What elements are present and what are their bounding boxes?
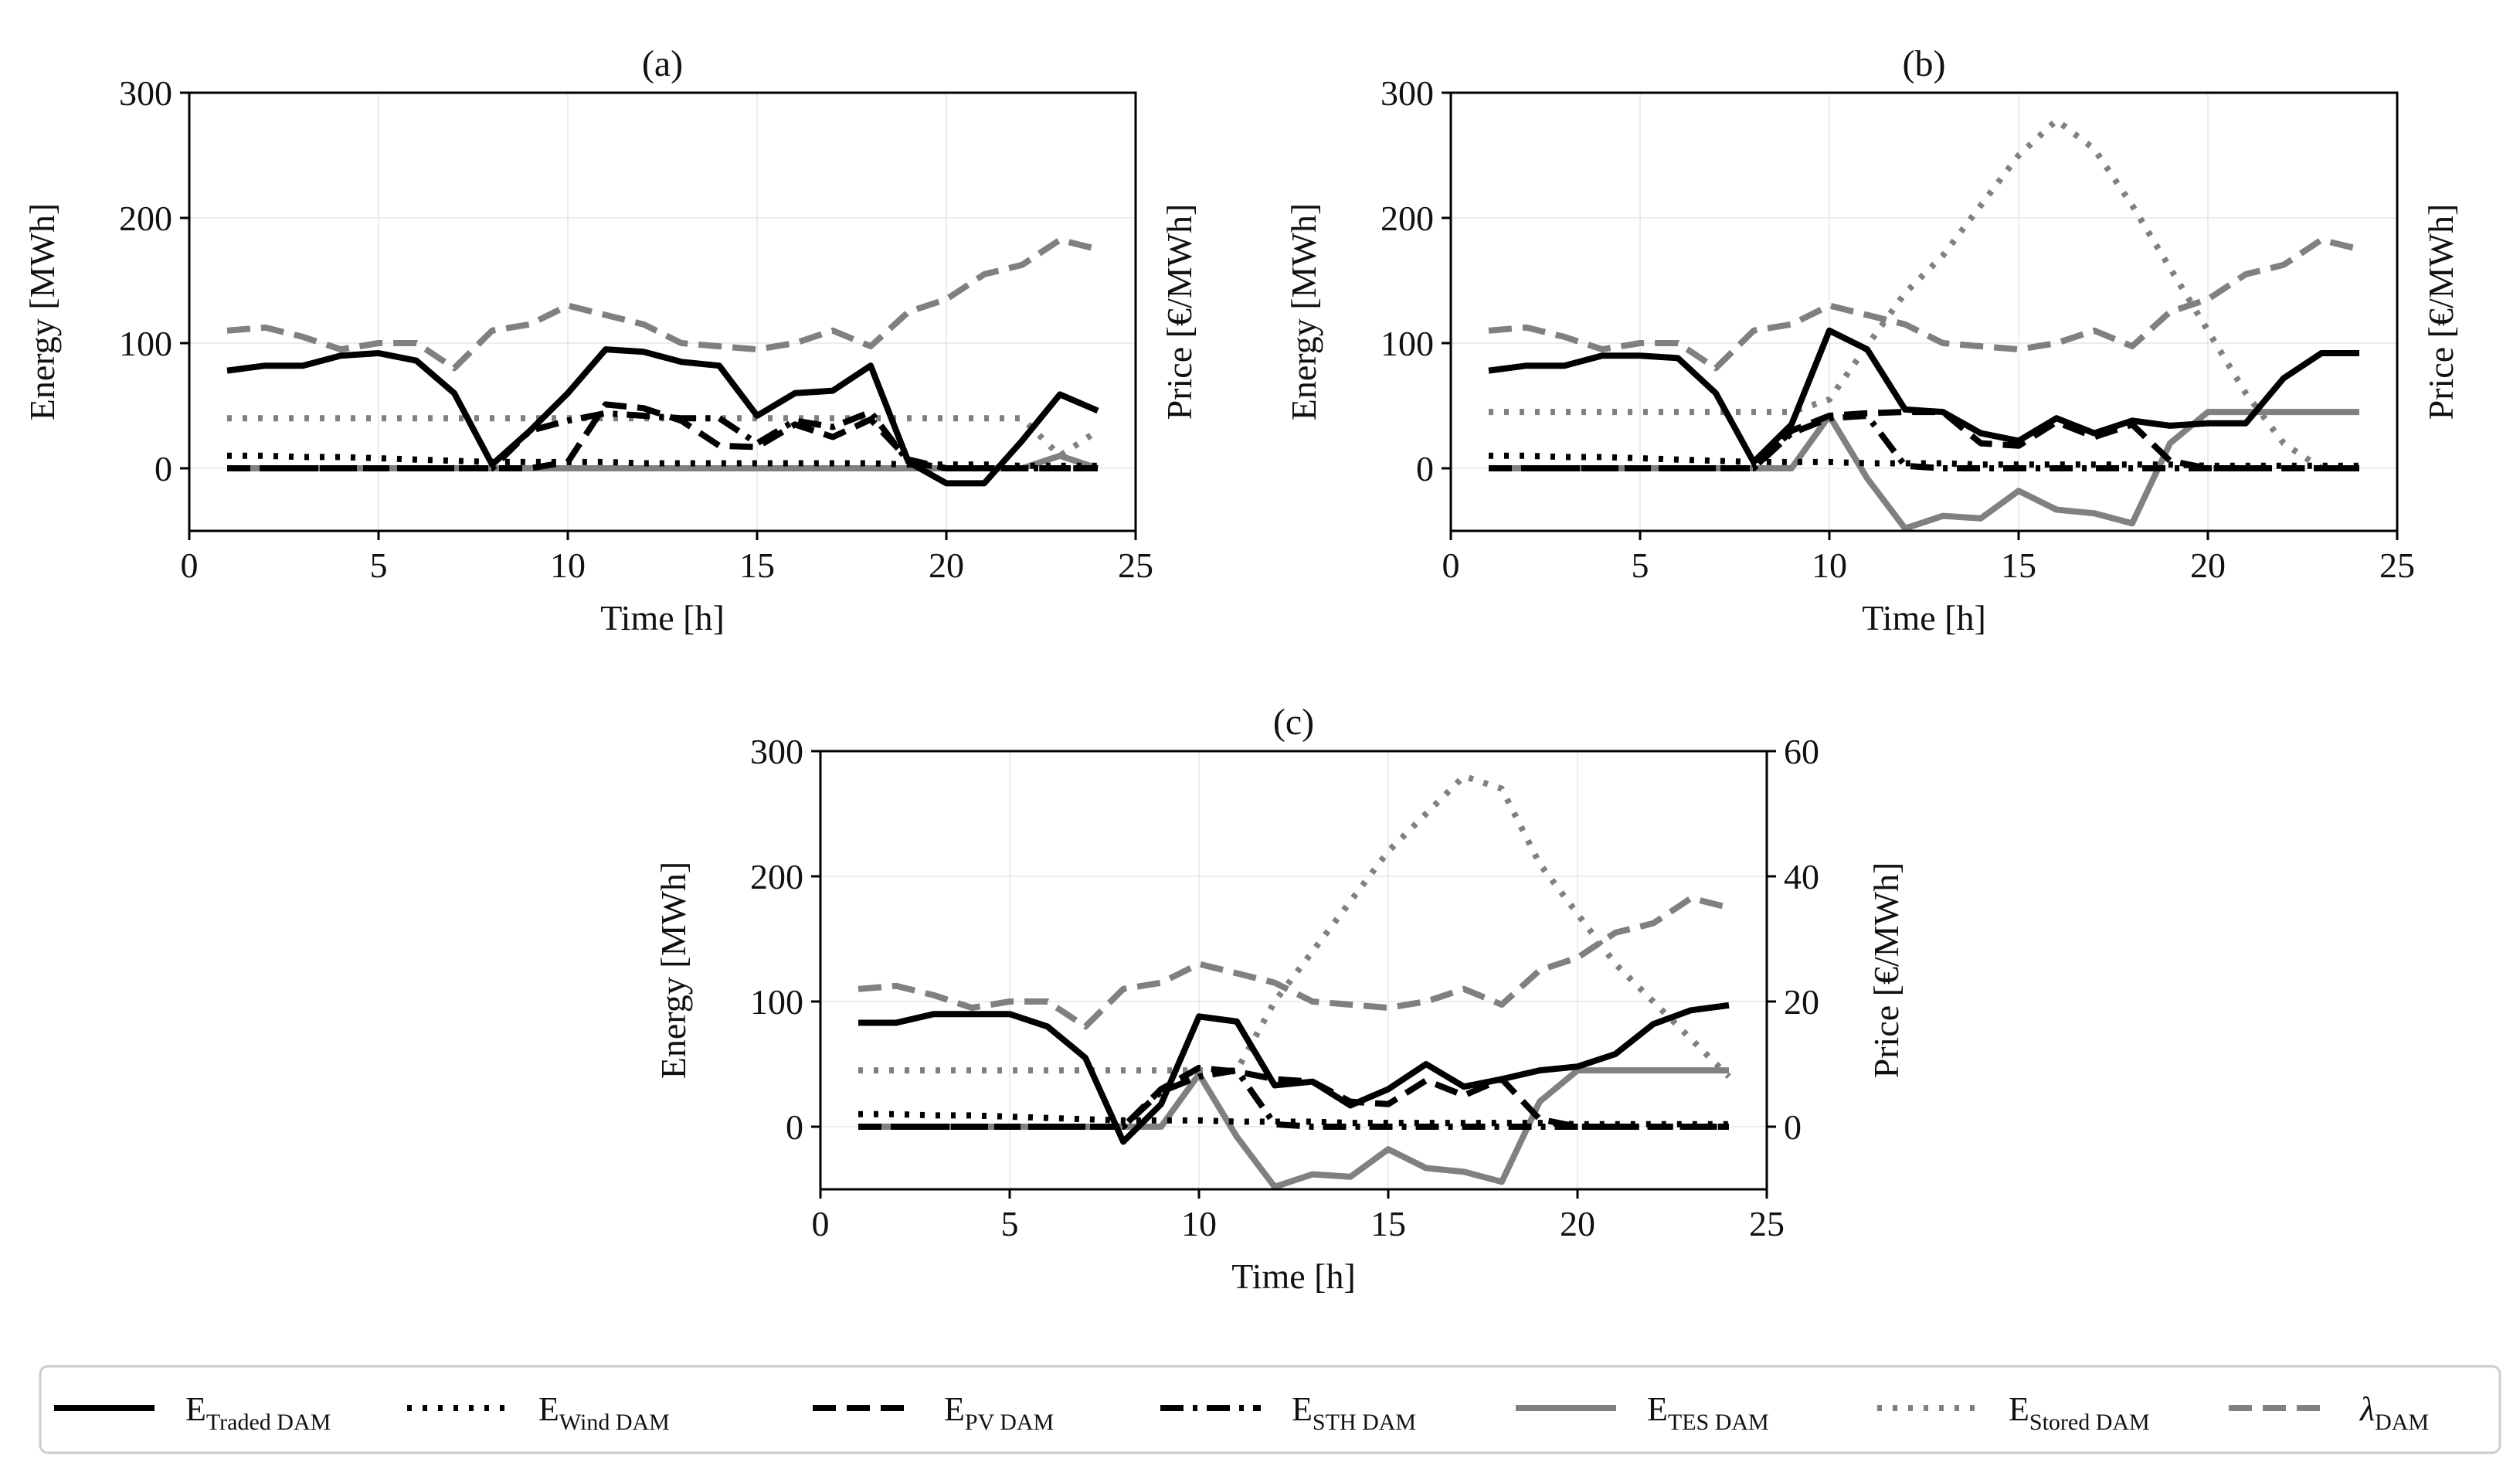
- y-axis-label: Energy [MWh]: [654, 862, 693, 1079]
- series-line-e-pv-dam: [858, 1064, 1729, 1130]
- series-line-e-traded-dam: [858, 1002, 1730, 1145]
- x-tick-label: 5: [370, 546, 388, 585]
- x-tick-label: 10: [1812, 546, 1847, 585]
- x-tick-label: 0: [1442, 546, 1460, 585]
- series-group: [858, 773, 1731, 1189]
- legend-label-sth-dam: ESTH DAM: [1292, 1390, 1416, 1435]
- x-tick-label: 5: [1001, 1204, 1019, 1243]
- x-tick-label: 20: [929, 546, 964, 585]
- y-tick-label: 0: [155, 449, 172, 488]
- axes-frame: [1449, 91, 2399, 532]
- x-tick-label: 5: [1632, 546, 1649, 585]
- y-tick-label: 100: [750, 982, 803, 1022]
- y2-axis-label: Price [€/MWh]: [2421, 204, 2461, 420]
- legend-frame: [39, 1365, 2501, 1454]
- series-line-e-wind-dam: [858, 1110, 1729, 1127]
- x-axis-label: Time [h]: [1231, 1257, 1356, 1296]
- legend-label-wind-dam: EWind DAM: [538, 1390, 670, 1435]
- y-tick-label: 200: [750, 857, 803, 896]
- series-group: [1488, 117, 2360, 531]
- series-line-e-pv-dam: [227, 401, 1098, 471]
- x-tick-label: 25: [1749, 1204, 1785, 1243]
- panel-title: (c): [1273, 702, 1314, 743]
- panel-c: 0 5 10 15 20 25 0 100 200 300 0 20 40 60 (c) Time [h] En…: [654, 702, 1906, 1296]
- x-axis-label: Time [h]: [600, 598, 725, 638]
- series-line-e-wind-dam: [1489, 452, 2359, 469]
- x-tick-label: 0: [181, 546, 199, 585]
- x-tick-label: 10: [1181, 1204, 1217, 1243]
- series-group: [226, 236, 1100, 487]
- panel-a: 0 5 10 15 20 25 0 100 200 300 (a) Time [h] Energy [M…: [22, 43, 1199, 638]
- y-tick-label: 100: [119, 324, 172, 363]
- series-line-e-stored-dam: [227, 415, 1100, 459]
- x-tick-label: 20: [2190, 546, 2226, 585]
- x-tick-label: 15: [1370, 1204, 1406, 1243]
- legend-label-traded-dam: ETraded DAM: [185, 1390, 331, 1435]
- panel-title: (b): [1903, 43, 1946, 84]
- y2-tick-label: 60: [1784, 732, 1819, 771]
- x-axis-label: Time [h]: [1862, 598, 1986, 638]
- legend-label-pv-dam: EPV DAM: [944, 1390, 1054, 1435]
- y-axis-label: Energy [MWh]: [22, 203, 62, 420]
- series-line-e-traded-dam: [226, 346, 1099, 487]
- x-tick-label: 10: [550, 546, 586, 585]
- panel-title: (a): [642, 43, 683, 84]
- x-tick-label: 25: [2379, 546, 2415, 585]
- legend: ETraded DAM EWind DAM EPV DAM ESTH DAM ETES …: [39, 1365, 2501, 1454]
- y-tick-label: 300: [750, 732, 803, 771]
- x-tick-label: 15: [739, 546, 775, 585]
- y2-tick-label: 40: [1784, 857, 1819, 896]
- y-tick-label: 300: [119, 73, 172, 113]
- series-line-e-stored-dam: [1489, 117, 2359, 471]
- axes-frame: [819, 750, 1768, 1191]
- y2-tick-label: 20: [1784, 982, 1819, 1022]
- legend-label-stored-dam: EStored DAM: [2009, 1390, 2150, 1435]
- panel-b: 0 5 10 15 20 25 0 100 200 300 (b) Time [h] Energy [M…: [1284, 43, 2461, 638]
- y-tick-label: 300: [1381, 73, 1434, 113]
- series-line-e-stored-dam: [858, 773, 1731, 1080]
- y2-axis-label: Price [€/MWh]: [1866, 862, 1906, 1079]
- x-tick-label: 20: [1560, 1204, 1595, 1243]
- y-tick-label: 200: [119, 199, 172, 238]
- x-tick-label: 25: [1118, 546, 1153, 585]
- y-tick-label: 100: [1381, 324, 1434, 363]
- legend-label-dam: λDAM: [2359, 1390, 2429, 1435]
- y-tick-label: 0: [1416, 449, 1434, 488]
- y2-tick-label: 0: [1784, 1107, 1802, 1147]
- series-line-e-traded-dam: [1488, 327, 2359, 465]
- series-line-dam: [858, 895, 1730, 1030]
- y-tick-label: 0: [786, 1107, 803, 1147]
- axes-frame: [188, 91, 1137, 532]
- series-line-e-wind-dam: [227, 452, 1098, 469]
- legend-label-tes-dam: ETES DAM: [1647, 1390, 1769, 1435]
- x-tick-label: 0: [812, 1204, 830, 1243]
- y2-axis-label: Price [€/MWh]: [1160, 204, 1199, 420]
- series-line-dam: [226, 236, 1099, 372]
- series-line-dam: [1488, 236, 2360, 372]
- y-axis-label: Energy [MWh]: [1284, 203, 1323, 420]
- x-tick-label: 15: [2001, 546, 2036, 585]
- y-tick-label: 200: [1381, 199, 1434, 238]
